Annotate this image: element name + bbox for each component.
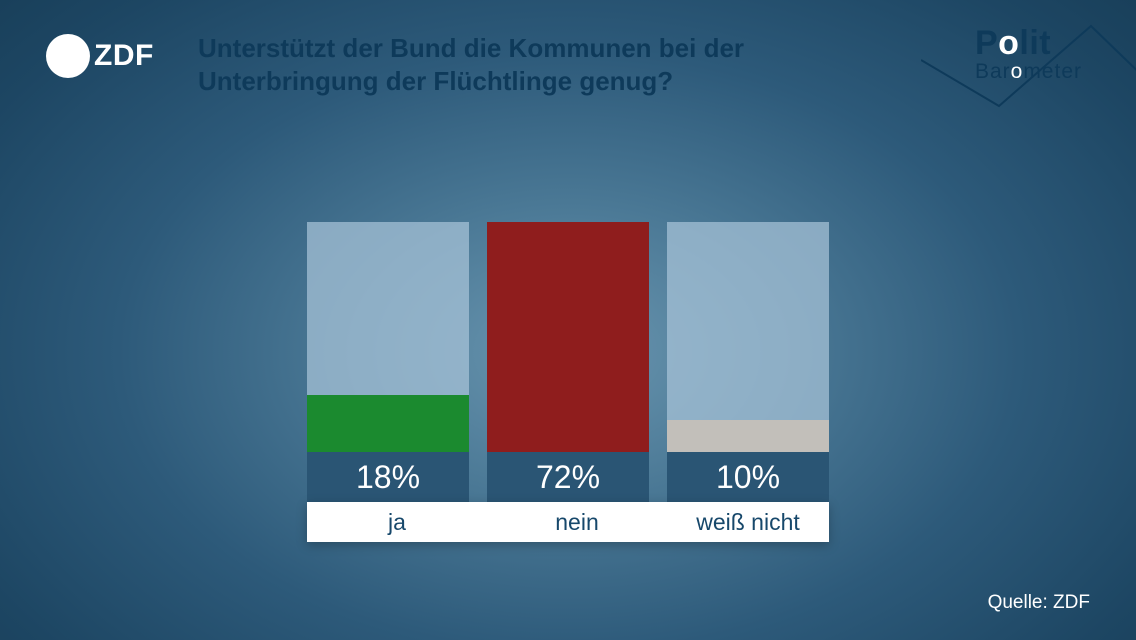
label-strip: janeinweiß nicht bbox=[307, 502, 829, 542]
bar-column: 10% bbox=[667, 222, 829, 502]
bar-label: ja bbox=[307, 502, 487, 542]
bar-track bbox=[307, 222, 469, 452]
bar-label: weiß nicht bbox=[667, 502, 829, 542]
source-label: Quelle: ZDF bbox=[988, 592, 1090, 614]
polit-line-accent bbox=[921, 22, 1136, 112]
bar-percentage: 18% bbox=[307, 452, 469, 502]
bar-fill bbox=[487, 222, 649, 452]
zdf-circle-icon bbox=[46, 34, 90, 78]
bar-column: 72% bbox=[487, 222, 649, 502]
broadcaster-logo: ZDF bbox=[46, 34, 154, 78]
program-logo: Polit Barometer bbox=[975, 26, 1082, 83]
bar-label: nein bbox=[487, 502, 667, 542]
bar-column: 18% bbox=[307, 222, 469, 502]
bar-track bbox=[487, 222, 649, 452]
bar-percentage: 10% bbox=[667, 452, 829, 502]
bar-percentage: 72% bbox=[487, 452, 649, 502]
bar-chart: 18% 72% 10% bbox=[307, 222, 829, 502]
bar-fill bbox=[307, 395, 469, 453]
bar-track bbox=[667, 222, 829, 452]
chart-title: Unterstützt der Bund die Kommunen bei de… bbox=[198, 32, 818, 97]
zdf-logo-text: ZDF bbox=[94, 39, 154, 73]
bar-fill bbox=[667, 420, 829, 452]
